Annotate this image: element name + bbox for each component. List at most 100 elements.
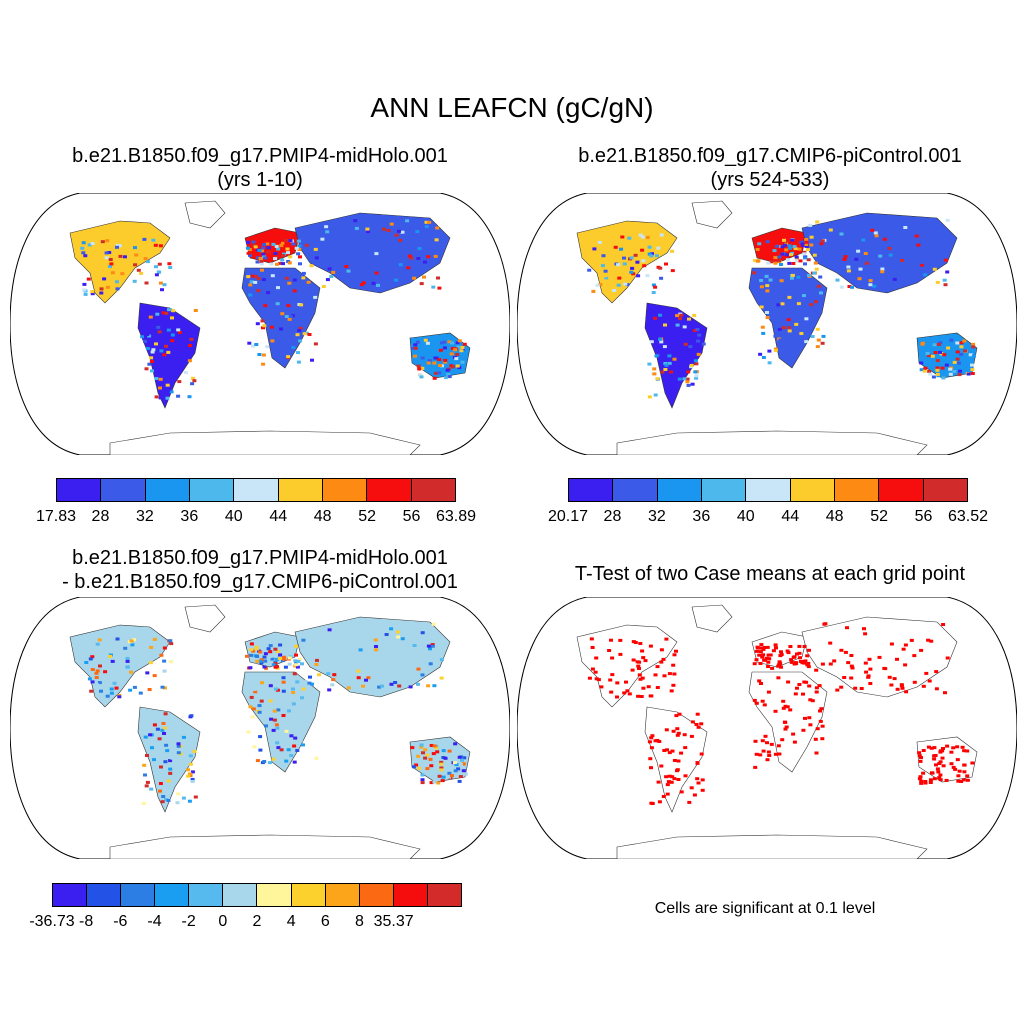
grid-cell [144,784,149,788]
grid-cell [765,311,769,314]
grid-cell [89,689,94,693]
grid-cell [463,772,468,776]
grid-cell [104,256,109,260]
grid-cell [889,683,894,687]
grid-cell [248,283,253,287]
grid-cell [675,733,680,737]
grid-cell [150,350,155,354]
grid-cell [291,346,296,350]
grid-cell [940,756,945,760]
grid-cell [188,344,193,347]
grid-cell [400,230,405,234]
grid-cell [649,746,654,750]
grid-cell [257,249,262,252]
grid-cell [291,242,296,246]
grid-cell [779,263,783,266]
grid-cell [659,340,664,344]
grid-cell [419,745,424,749]
grid-cell [928,372,933,376]
grid-cell [162,732,166,735]
grid-cell [172,733,177,736]
grid-cell [766,750,771,754]
grid-cell [767,247,772,251]
grid-cell [95,669,100,673]
grid-cell [128,688,133,692]
grid-cell [287,317,292,321]
grid-cell [132,279,137,283]
grid-cell [190,770,195,774]
grid-cell [766,660,771,664]
grid-cell [298,339,303,343]
grid-cell [441,749,446,753]
grid-cell [659,276,664,280]
grid-cell [616,283,621,287]
grid-cell [951,746,956,750]
grid-cell [695,712,700,716]
grid-cell [386,229,391,232]
grid-cell [257,710,262,714]
grid-cell [787,329,792,333]
grid-cell [260,681,264,685]
grid-cell [433,254,438,258]
grid-cell [271,663,276,667]
grid-cell [779,650,783,654]
colorbar-swatch [426,883,462,907]
grid-cell [783,704,788,708]
grid-cell [946,346,951,350]
grid-cell [797,651,802,655]
grid-cell [970,363,974,367]
grid-cell [255,655,260,658]
grid-cell [368,273,373,277]
grid-cell [307,333,312,336]
grid-cell [105,694,110,698]
grid-cell [158,244,163,248]
grid-cell [108,258,113,261]
grid-cell [162,353,167,357]
grid-cell [327,688,332,692]
grid-cell [813,737,818,741]
grid-cell [623,282,628,286]
grid-cell [803,659,808,663]
grid-cell [675,768,680,772]
grid-cell [266,246,271,250]
grid-cell [850,285,854,289]
grid-cell [765,645,770,649]
grid-cell [846,269,851,273]
grid-cell [956,779,961,783]
grid-cell [170,756,175,760]
grid-cell [938,773,943,777]
grid-cell [157,262,162,266]
grid-cell [918,759,923,763]
grid-cell [828,641,833,645]
grid-cell [791,732,796,736]
grid-cell [295,665,300,669]
grid-cell [415,230,420,234]
panel-3-colorbar: -36.73 -8 -6 -4 -2 0 2 4 6 8 35.37 [29,883,462,930]
grid-cell [293,736,298,740]
grid-cell [169,660,174,664]
grid-cell [439,762,444,766]
grid-cell [612,289,617,292]
grid-cell [754,752,759,756]
grid-cell [280,258,285,262]
grid-cell [432,361,437,365]
grid-cell [936,770,941,774]
grid-cell [962,749,967,753]
grid-cell [436,276,440,280]
grid-cell [819,242,824,246]
grid-cell [186,354,191,358]
grid-cell [935,767,940,771]
grid-cell [315,658,319,662]
grid-cell [938,750,943,754]
grid-cell [932,754,937,758]
grid-cell [420,781,425,785]
grid-cell [417,367,422,371]
colorbar-tick-label: 0 [218,913,228,930]
grid-cell [353,219,358,223]
grid-cell [438,364,442,367]
grid-cell [115,244,120,247]
grid-cell [327,267,332,271]
grid-cell [156,325,161,329]
grid-cell [158,789,162,793]
grid-cell [624,680,628,684]
